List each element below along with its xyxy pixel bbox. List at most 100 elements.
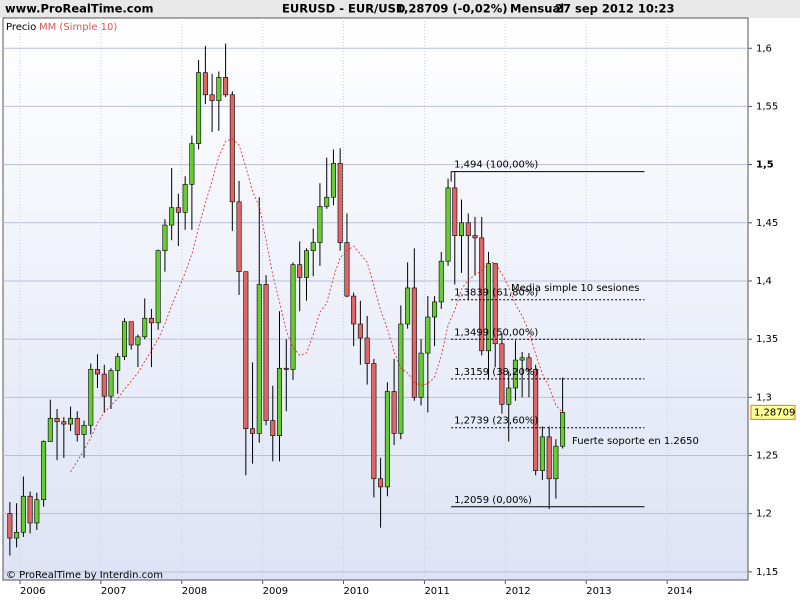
candle-body <box>425 316 431 354</box>
x-tick-label: 2007 <box>101 586 126 597</box>
candle-body <box>175 207 181 213</box>
x-tick-label: 2009 <box>263 586 288 597</box>
x-tick-label: 2010 <box>344 586 369 597</box>
candle-body <box>351 295 357 325</box>
candle-body <box>263 284 269 421</box>
y-tick-label: 1,3 <box>756 392 772 403</box>
candle-body <box>317 206 323 243</box>
candle-body <box>310 242 316 252</box>
candle-body <box>276 367 282 437</box>
candle-body <box>344 242 350 297</box>
candle-body <box>148 317 154 324</box>
candle-body <box>202 72 208 96</box>
candle-body <box>169 207 175 226</box>
candle-body <box>533 369 539 471</box>
candle-body <box>398 323 404 434</box>
y-tick-label: 1,15 <box>756 567 778 578</box>
annotation: Fuerte soporte en 1.2650 <box>572 436 699 447</box>
candle-body <box>121 321 127 357</box>
candle-body <box>546 436 552 480</box>
candle-body <box>458 222 464 236</box>
candle-body <box>270 420 276 437</box>
ma-line <box>70 138 563 473</box>
candle-body <box>499 343 505 405</box>
candle-body <box>465 222 471 236</box>
candle-body <box>438 260 444 303</box>
candle-body <box>330 163 336 198</box>
footer: © ProRealTime by Interdin.com <box>6 570 163 581</box>
candle-body <box>135 336 141 346</box>
x-tick-label: 2014 <box>667 586 692 597</box>
candle-body <box>445 187 451 262</box>
candle-body <box>512 359 518 389</box>
x-tick-label: 2013 <box>586 586 611 597</box>
candle-body <box>371 363 377 480</box>
candle-body <box>20 495 26 533</box>
candle-body <box>283 367 289 370</box>
fib-label: 1,3839 (61,80%) <box>454 288 538 299</box>
fib-label: 1,494 (100,00%) <box>454 160 538 171</box>
candle-body <box>189 143 195 185</box>
candle-body <box>14 531 20 539</box>
y-tick-label: 1,5 <box>756 160 774 171</box>
candle-body <box>41 441 47 501</box>
candle-body <box>47 417 53 442</box>
candle-body <box>324 196 330 207</box>
fib-label: 1,3159 (38,20%) <box>454 367 538 378</box>
candle-body <box>7 513 13 539</box>
candle-body <box>256 284 262 434</box>
plot-area <box>2 17 749 581</box>
fib-label: 1,3499 (50,00%) <box>454 327 538 338</box>
candle-body <box>68 417 74 425</box>
y-tick-label: 1,45 <box>756 218 778 229</box>
candle-body <box>486 263 492 352</box>
symbol: EURUSD - EUR/USD <box>282 2 405 16</box>
candle-body <box>519 357 525 361</box>
candle-body <box>229 94 235 203</box>
candle-body <box>384 391 390 488</box>
candle-body <box>108 370 114 397</box>
candle-body <box>243 271 249 430</box>
timestamp: 27 sep 2012 10:23 <box>555 2 675 16</box>
candle-body <box>290 264 296 370</box>
candle-body <box>539 436 545 471</box>
last-price-box <box>750 404 796 420</box>
candle-body <box>250 428 256 434</box>
candle-body <box>337 163 343 243</box>
candle-body <box>560 412 566 447</box>
candle-body <box>297 264 303 278</box>
fib-label: 1,2739 (23,60%) <box>454 416 538 427</box>
candle-body <box>128 321 134 346</box>
candle-body <box>209 94 215 101</box>
candle-body <box>115 356 121 371</box>
fib-label: 1,2059 (0,00%) <box>454 495 532 506</box>
x-tick-label: 2006 <box>20 586 45 597</box>
candle-body <box>182 184 188 213</box>
quote: 1,28709 (-0,02%) <box>396 2 508 16</box>
candle-body <box>142 317 148 338</box>
y-tick-label: 1,4 <box>756 276 772 287</box>
candle-body <box>479 237 485 352</box>
candle-body <box>223 77 229 96</box>
y-tick-label: 1,6 <box>756 43 772 54</box>
candle-body <box>54 417 60 423</box>
site: www.ProRealTime.com <box>5 2 154 16</box>
y-tick-label: 1,2 <box>756 509 772 520</box>
x-tick-label: 2012 <box>505 586 530 597</box>
period: Mensual <box>510 2 564 16</box>
candle-body <box>472 235 478 239</box>
candle-body <box>61 421 67 425</box>
candle-body <box>364 337 370 364</box>
candle-body <box>418 352 424 398</box>
candle-body <box>492 263 498 345</box>
candle-body <box>553 445 559 480</box>
candle-body <box>101 373 107 397</box>
candle-body <box>432 301 438 318</box>
last-price-label: 1,28709 <box>754 407 795 418</box>
candle-body <box>506 387 512 405</box>
x-tick-label: 2011 <box>424 586 449 597</box>
candle-body <box>34 499 40 524</box>
candle-body <box>526 357 532 370</box>
y-tick-label: 1,55 <box>756 101 778 112</box>
